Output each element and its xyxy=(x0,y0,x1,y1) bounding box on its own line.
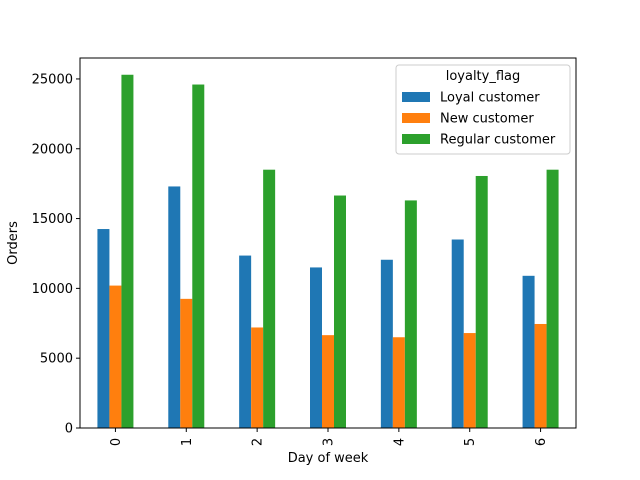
x-tick-label: 0 xyxy=(109,438,124,446)
legend-swatch xyxy=(402,134,430,144)
x-tick-label: 2 xyxy=(251,438,266,446)
y-tick-label: 0 xyxy=(65,422,73,437)
bar-loyal-customer-4 xyxy=(380,259,393,428)
legend-label: Loyal customer xyxy=(440,91,540,106)
bar-regular-customer-3 xyxy=(334,195,346,428)
bar-regular-customer-5 xyxy=(475,175,488,428)
x-tick-label: 1 xyxy=(180,438,195,446)
legend-label: New customer xyxy=(440,112,534,127)
y-tick-label: 15000 xyxy=(32,212,73,227)
bar-regular-customer-1 xyxy=(192,84,205,428)
y-tick-label: 10000 xyxy=(32,282,73,297)
bar-new-customer-0 xyxy=(109,285,122,428)
bar-new-customer-5 xyxy=(463,333,476,428)
bar-loyal-customer-6 xyxy=(522,275,535,428)
x-axis-label: Day of week xyxy=(288,451,369,466)
legend-label: Regular customer xyxy=(440,133,556,148)
legend-entries: Loyal customer New customer Regular custom… xyxy=(402,91,556,148)
bar-regular-customer-2 xyxy=(263,169,276,428)
y-tick-label: 25000 xyxy=(32,72,73,87)
legend-title: loyalty_flag xyxy=(446,69,521,84)
bar-loyal-customer-2 xyxy=(239,255,252,428)
bar-loyal-customer-1 xyxy=(168,186,181,428)
bar-new-customer-4 xyxy=(392,337,405,428)
bar-loyal-customer-0 xyxy=(97,229,110,428)
bar-new-customer-2 xyxy=(251,327,264,428)
bars-group xyxy=(97,74,559,429)
bar-loyal-customer-3 xyxy=(310,267,322,428)
x-tick-label: 6 xyxy=(534,438,549,446)
y-tick-label: 20000 xyxy=(32,142,73,157)
y-axis: 0 5000 10000 15000 20000 25000 xyxy=(32,72,80,437)
x-tick-label: 3 xyxy=(322,438,337,446)
bar-regular-customer-0 xyxy=(121,74,134,429)
legend-frame xyxy=(395,64,571,155)
x-tick-label: 4 xyxy=(392,438,407,446)
legend-swatch xyxy=(402,92,430,102)
bar-new-customer-1 xyxy=(180,298,193,428)
bar-regular-customer-6 xyxy=(546,169,559,428)
x-axis: 0 1 2 3 4 5 6 xyxy=(109,428,549,446)
bar-regular-customer-4 xyxy=(404,200,417,428)
y-tick-label: 5000 xyxy=(40,352,73,367)
bar-new-customer-3 xyxy=(322,335,334,428)
legend-swatch xyxy=(402,113,430,123)
y-axis-label: Orders xyxy=(6,221,21,265)
legend: loyalty_flag Loyal customer New customer R… xyxy=(395,64,571,155)
bar-new-customer-6 xyxy=(534,323,547,428)
bar-loyal-customer-5 xyxy=(451,239,464,428)
x-tick-label: 5 xyxy=(463,438,478,446)
